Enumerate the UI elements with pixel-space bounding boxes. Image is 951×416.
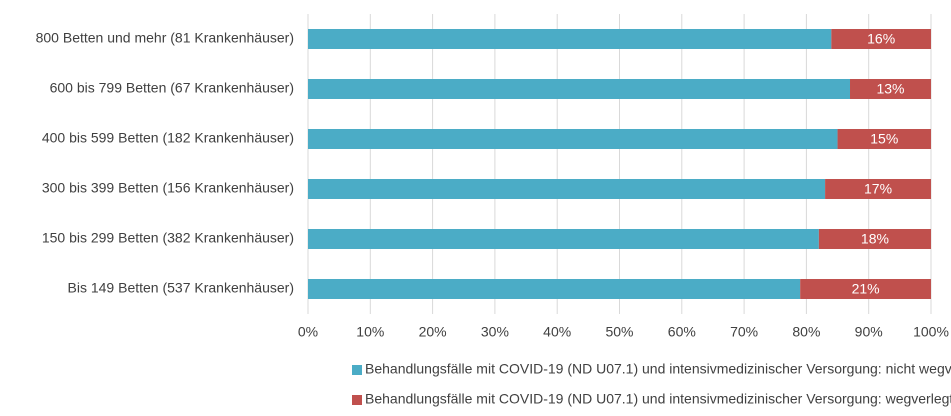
- y-tick-label: 300 bis 399 Betten (156 Krankenhäuser): [42, 180, 294, 196]
- data-label: 13%: [876, 81, 904, 97]
- y-tick-label: 800 Betten und mehr (81 Krankenhäuser): [36, 30, 294, 46]
- bar-segment: [818, 229, 931, 249]
- x-tick-label: 0%: [298, 324, 318, 340]
- x-tick-label: 20%: [419, 324, 447, 340]
- x-tick-label: 30%: [481, 324, 509, 340]
- legend-label: Behandlungsfälle mit COVID-19 (ND U07.1)…: [365, 361, 951, 377]
- bar-segment: [308, 79, 851, 99]
- bar-segment: [850, 79, 931, 99]
- x-tick-label: 80%: [792, 324, 820, 340]
- x-tick-label: 50%: [605, 324, 633, 340]
- bar-segment: [825, 179, 931, 199]
- x-tick-label: 60%: [668, 324, 696, 340]
- data-label: 18%: [861, 231, 889, 247]
- y-tick-label: 600 bis 799 Betten (67 Krankenhäuser): [50, 80, 294, 96]
- data-label: 16%: [867, 31, 895, 47]
- x-tick-label: 10%: [356, 324, 384, 340]
- bar-segment: [800, 279, 931, 299]
- bar-segment: [308, 279, 801, 299]
- bar-segment: [308, 29, 832, 49]
- bar-segment: [308, 229, 819, 249]
- bar-segment: [831, 29, 931, 49]
- y-tick-label: 150 bis 299 Betten (382 Krankenhäuser): [42, 230, 294, 246]
- x-tick-label: 70%: [730, 324, 758, 340]
- x-tick-label: 40%: [543, 324, 571, 340]
- legend-swatch: [352, 395, 362, 405]
- legend-label: Behandlungsfälle mit COVID-19 (ND U07.1)…: [365, 391, 951, 407]
- data-label: 15%: [870, 131, 898, 147]
- x-tick-label: 90%: [855, 324, 883, 340]
- bar-segment: [308, 179, 826, 199]
- legend-swatch: [352, 365, 362, 375]
- bar-segment: [308, 129, 838, 149]
- y-tick-label: 400 bis 599 Betten (182 Krankenhäuser): [42, 130, 294, 146]
- data-label: 21%: [852, 281, 880, 297]
- x-tick-label: 100%: [913, 324, 949, 340]
- bar-segment: [837, 129, 931, 149]
- y-tick-label: Bis 149 Betten (537 Krankenhäuser): [68, 280, 294, 296]
- data-label: 17%: [864, 181, 892, 197]
